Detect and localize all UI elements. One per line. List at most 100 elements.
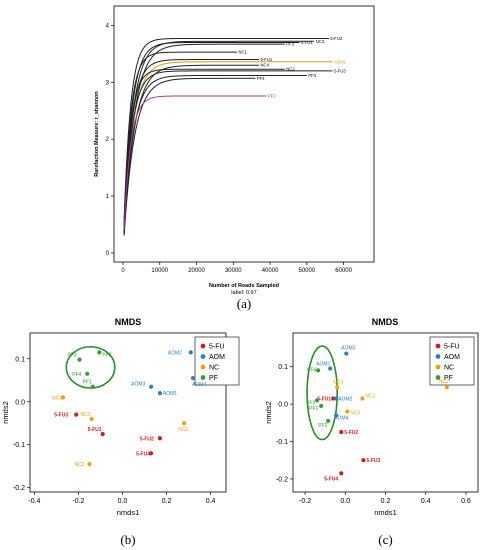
- legend-label: 5-FU: [209, 344, 225, 351]
- panel-label: (b): [120, 532, 135, 547]
- chart-title: NMDS: [372, 317, 399, 327]
- data-point: [361, 458, 366, 463]
- y-tick-label: 0.1: [278, 364, 288, 371]
- point-label: 5-FU2: [140, 436, 154, 442]
- y-axis-label: nmds2: [1, 401, 10, 424]
- point-label: 5-FU1: [88, 427, 102, 433]
- nmds-chart-b: NMDS-0.4 -0.2 0.0 0.2 0.4-0.2-0.10.00.1nmds1…: [1, 317, 240, 547]
- chart-title: NMDS: [115, 317, 142, 327]
- y-tick-label: -0.1: [276, 439, 288, 446]
- x-tick-label: -0.2: [72, 498, 84, 505]
- data-point: [90, 384, 95, 389]
- data-point: [87, 461, 92, 467]
- data-point: [149, 384, 154, 389]
- y-tick-label: 0.1: [15, 356, 25, 363]
- point-label: PF3: [68, 353, 77, 359]
- point-label: PF2: [318, 423, 327, 429]
- x-tick-label: 0.0: [118, 498, 128, 505]
- x-tick-label: 0: [121, 268, 125, 274]
- data-point: [315, 398, 320, 403]
- data-point: [344, 351, 349, 356]
- point-label: PF4: [307, 367, 316, 373]
- data-point: [97, 350, 102, 355]
- data-point: [335, 385, 340, 390]
- rarefaction-chart: 0 10000 20000 30000 40000 50000 60000 0 1 2 3 4 Numb…: [94, 5, 375, 311]
- series-line: [123, 61, 333, 232]
- data-point: [100, 431, 105, 437]
- data-point: [331, 396, 336, 401]
- point-label: 5-FU2: [344, 430, 358, 436]
- plot-frame: [113, 5, 375, 263]
- series-line: [123, 95, 267, 229]
- x-axis-label: Number of Reads Sampled: [209, 283, 279, 289]
- point-label: 5-FU1: [317, 396, 331, 402]
- nmds-chart-c: NMDS -0.2 0.0 0.2 0.4 0.6 -0.2 -0.1 0.0 0.1 nmds1 n…: [264, 317, 479, 547]
- point-label: PF2: [102, 352, 111, 358]
- point-label: PF3: [306, 400, 315, 406]
- point-label: 5-FU4: [324, 476, 338, 482]
- y-tick-label: 0: [106, 251, 110, 257]
- legend-label: AOM: [444, 354, 460, 361]
- point-label: NC3: [81, 412, 91, 418]
- legend: 5-FU AOM NC PF: [429, 336, 475, 386]
- point-label: NC2: [439, 379, 449, 385]
- point-label: PF1: [83, 380, 92, 386]
- point-label: AOM3: [131, 382, 145, 388]
- point-label: NC4: [333, 380, 343, 386]
- series-line: [123, 64, 260, 235]
- y-tick-label: -0.2: [276, 476, 288, 483]
- data-point: [316, 368, 321, 373]
- point-label: AOM3: [341, 346, 355, 352]
- y-tick-label: -0.2: [13, 485, 25, 492]
- series-line: [123, 77, 256, 236]
- legend-marker: [435, 343, 441, 349]
- data-point: [334, 396, 339, 401]
- x-tick-label: 20000: [188, 268, 205, 274]
- x-tick-label: -0.2: [299, 498, 311, 505]
- point-label: 5-FU3: [54, 413, 68, 419]
- legend-label: AOM: [209, 354, 225, 361]
- pf-cluster-ellipse: [65, 345, 116, 389]
- data-point: [85, 371, 90, 376]
- series-label: NC4: [261, 63, 270, 68]
- plot-frame: [29, 332, 227, 493]
- series-label: AOM1: [334, 59, 347, 64]
- data-point: [182, 421, 187, 426]
- y-tick-label: 3: [106, 80, 110, 86]
- data-point: [339, 471, 344, 476]
- point-label: AOM2: [168, 350, 182, 356]
- series-line: [123, 59, 260, 228]
- panel-label: (c): [378, 532, 392, 547]
- legend: 5-FU AOM NC PF: [194, 336, 240, 386]
- series-label: PF2: [268, 93, 276, 98]
- data-point: [190, 376, 196, 381]
- legend-marker: [435, 354, 441, 359]
- series-label: 5-FU4: [301, 40, 313, 45]
- series-line: [123, 43, 285, 233]
- legend-label: PF: [209, 375, 218, 382]
- series-label: 5-FU3: [334, 68, 346, 73]
- x-tick-label: 30000: [225, 268, 242, 274]
- series-label: NC2: [286, 67, 295, 72]
- series-label: 5-FU2: [330, 36, 342, 41]
- x-axis-label: nmds1: [117, 508, 140, 517]
- series-label: 5-FU1: [261, 57, 273, 62]
- data-point: [89, 416, 94, 422]
- data-point: [326, 418, 331, 424]
- series-label: NC1: [238, 50, 247, 55]
- point-label: AOM4: [192, 382, 206, 388]
- series-label: NC3: [316, 39, 325, 44]
- x-tick-label: 40000: [262, 268, 279, 274]
- point-label: NC4: [52, 395, 62, 401]
- point-label: PF4: [72, 372, 81, 378]
- legend-label: PF: [444, 375, 453, 382]
- x-tick-label: 50000: [299, 268, 316, 274]
- point-label: 5-FU3: [366, 458, 380, 464]
- y-tick-label: 4: [106, 23, 110, 29]
- point-label: NC2: [74, 462, 84, 468]
- point-label: AOM4: [334, 415, 348, 421]
- data-point: [149, 451, 154, 456]
- legend-marker: [435, 364, 441, 370]
- panel-label-a: (a): [237, 296, 251, 311]
- x-tick-label: 0.2: [162, 498, 172, 505]
